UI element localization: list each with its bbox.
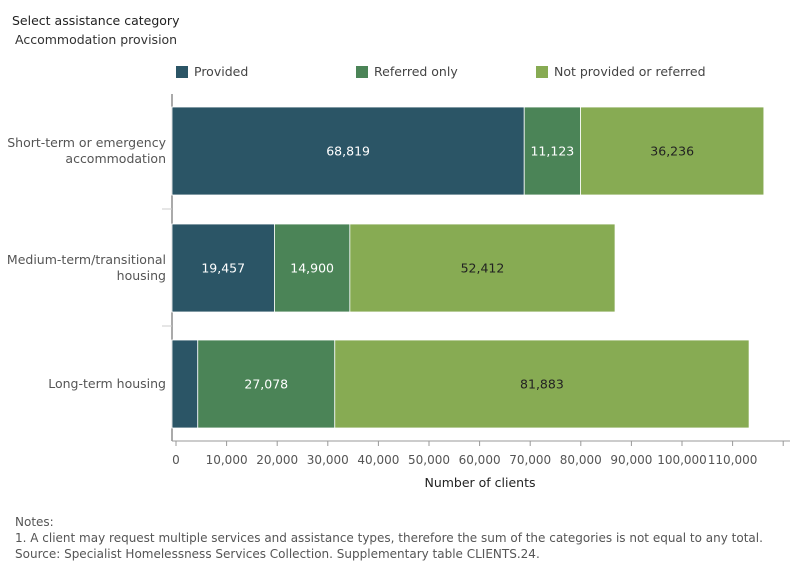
legend-label-referred-only: Referred only [374,64,458,79]
notes-heading: Notes: [15,515,54,529]
category-label: housing [117,268,166,283]
bar-value-label: 19,457 [201,261,245,276]
bar-value-label: 11,123 [530,144,574,159]
bar-value-label: 52,412 [461,261,505,276]
bar-segment [274,223,351,313]
legend-swatch-not-provided [536,65,548,78]
bar-segment [523,106,581,196]
legend-item-not-provided[interactable]: Not provided or referred [536,64,706,79]
legend-label-provided: Provided [194,64,249,79]
x-tick-label: 30,000 [307,453,349,467]
x-tick-label: 60,000 [459,453,501,467]
bar-segment [580,106,765,196]
legend-swatch-provided [176,65,188,78]
bar-value-label: 68,819 [326,144,370,159]
bar-segment [171,339,199,429]
notes-source: Source: Specialist Homelessness Services… [15,547,540,561]
x-tick-label: 40,000 [357,453,399,467]
bar-segment [197,339,336,429]
bar-segment [334,339,750,429]
filter-title: Select assistance category [12,13,180,28]
x-tick-label: 70,000 [509,453,551,467]
category-label: accommodation [65,151,166,166]
legend-swatch-referred-only [356,65,368,78]
notes-block: Notes: 1. A client may request multiple … [15,514,763,562]
x-tick-label: 0 [172,453,180,467]
bar-segment [349,223,616,313]
stacked-bar-chart: 0 10,000 20,000 30,000 40,000 50,000 60,000 70,… [7,94,790,490]
bar-value-label: 81,883 [520,377,564,392]
category-label: Medium-term/transitional [7,252,166,267]
bar-value-label: 27,078 [244,377,288,392]
bar-segment [171,106,525,196]
category-label: Long-term housing [48,376,166,391]
x-tick-label: 20,000 [256,453,298,467]
x-tick-label: 80,000 [560,453,602,467]
x-tick-label: 10,000 [206,453,248,467]
category-label: Short-term or emergency [7,135,166,150]
bar-value-label: 14,900 [290,261,334,276]
x-tick-label: 50,000 [408,453,450,467]
legend-label-not-provided: Not provided or referred [554,64,706,79]
x-tick-label: 110,000 [708,453,758,467]
legend-item-referred-only[interactable]: Referred only [356,64,458,79]
notes-line-1: 1. A client may request multiple service… [15,531,763,545]
bar-value-label: 36,236 [650,144,694,159]
x-axis-title: Number of clients [424,475,535,490]
x-tick-label: 90,000 [610,453,652,467]
filter-selected-value[interactable]: Accommodation provision [15,32,178,47]
legend-item-provided[interactable]: Provided [176,64,248,79]
x-tick-label: 100,000 [657,453,707,467]
